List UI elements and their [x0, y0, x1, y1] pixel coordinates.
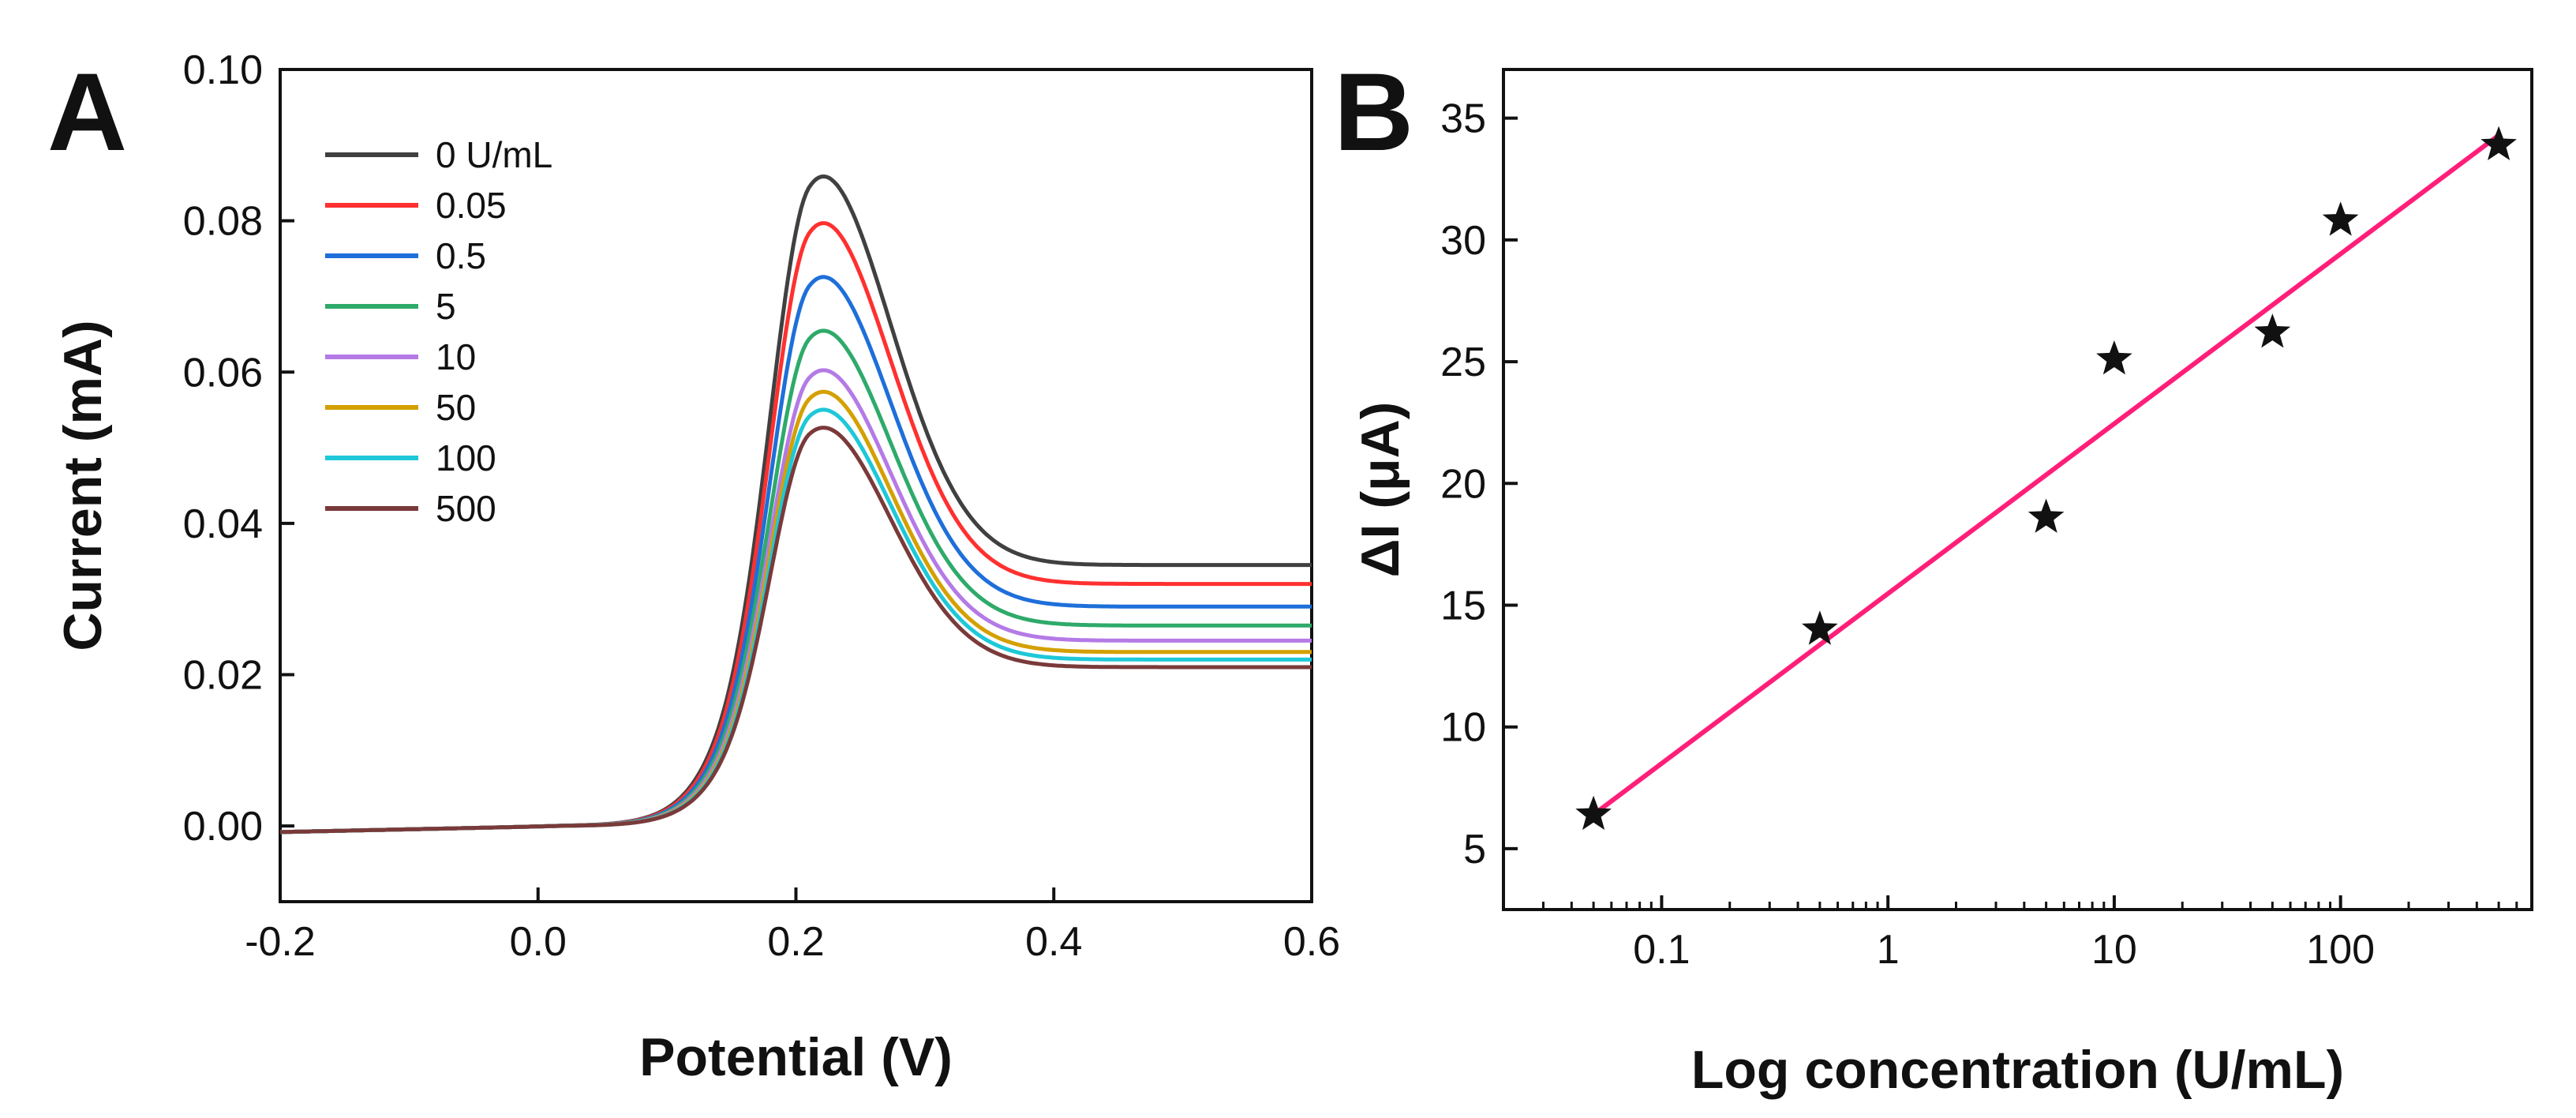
legend-label: 0.5 — [436, 235, 486, 276]
data-point-star-5 — [2322, 201, 2359, 236]
data-point-star-4 — [2254, 313, 2291, 348]
y-tick-label: 25 — [1440, 340, 1486, 385]
legend-label: 500 — [436, 488, 496, 529]
data-point-star-2 — [2027, 498, 2065, 533]
x-tick-label: 0.1 — [1633, 927, 1690, 973]
y-tick-label: 15 — [1440, 583, 1486, 628]
panel-b-points — [1575, 126, 2517, 831]
panel-a: A 0.00 0.02 0.04 0.06 0.08 0.10 -0.2 0.0 0.2 0.4… — [47, 47, 1340, 1087]
data-point-star-3 — [2096, 340, 2132, 375]
panel-a-legend: 0 U/mL 0.05 0.5 5 10 50 100 500 — [325, 134, 552, 529]
panel-letter-a: A — [47, 50, 127, 174]
legend-label: 100 — [436, 437, 496, 478]
panel-a-x-ticks: -0.2 0.0 0.2 0.4 0.6 — [245, 887, 1340, 965]
panel-b-y-axis-title: ΔI (μA) — [1350, 402, 1410, 578]
panel-letter-b: B — [1334, 50, 1413, 174]
panel-a-y-axis-title: Current (mA) — [53, 320, 113, 651]
panel-b-x-ticks: 0.1 1 10 100 — [1502, 895, 2533, 973]
x-tick-label: 100 — [2306, 927, 2375, 973]
y-tick-label: 20 — [1440, 461, 1486, 507]
panel-a-x-axis-title: Potential (V) — [639, 1027, 953, 1087]
y-tick-label: 0.00 — [183, 804, 263, 850]
x-tick-label: 0.0 — [510, 919, 567, 965]
panel-b-x-axis-title: Log concentration (U/mL) — [1691, 1040, 2344, 1100]
panel-b-plot-frame — [1502, 68, 2533, 911]
panel-a-curves — [280, 174, 1312, 835]
legend-label: 0 U/mL — [436, 134, 552, 175]
data-point-star-1 — [1802, 610, 1838, 645]
x-tick-label: 0.4 — [1025, 919, 1082, 965]
legend-label: 10 — [436, 336, 476, 377]
y-tick-label: 35 — [1440, 96, 1486, 142]
panel-b: B 5 10 15 20 25 30 35 0.1 1 10 100 Log concentrat… — [1334, 50, 2533, 1100]
panel-a-y-ticks: 0.00 0.02 0.04 0.06 0.08 0.10 — [183, 47, 294, 850]
dpv-curve-7 — [280, 426, 1312, 835]
legend-label: 5 — [436, 286, 456, 327]
x-tick-label: 1 — [1877, 927, 1900, 973]
y-tick-label: 0.04 — [183, 501, 263, 547]
y-tick-label: 30 — [1440, 218, 1486, 264]
y-tick-label: 10 — [1440, 705, 1486, 751]
y-tick-label: 0.02 — [183, 653, 263, 699]
y-tick-label: 0.08 — [183, 199, 263, 245]
data-point-star-6 — [2481, 126, 2517, 160]
x-tick-label: 0.2 — [767, 919, 824, 965]
y-tick-label: 5 — [1463, 827, 1486, 872]
panel-b-fit-line — [1592, 133, 2500, 817]
y-tick-label: 0.10 — [183, 47, 263, 93]
legend-label: 50 — [436, 387, 476, 428]
x-tick-label: -0.2 — [245, 919, 316, 965]
x-tick-label: 10 — [2091, 927, 2137, 973]
x-tick-label: 0.6 — [1283, 919, 1340, 965]
legend-label: 0.05 — [436, 185, 507, 226]
data-point-star-0 — [1575, 795, 1612, 831]
y-tick-label: 0.06 — [183, 350, 263, 396]
panel-b-y-ticks: 5 10 15 20 25 30 35 — [1440, 96, 1518, 872]
